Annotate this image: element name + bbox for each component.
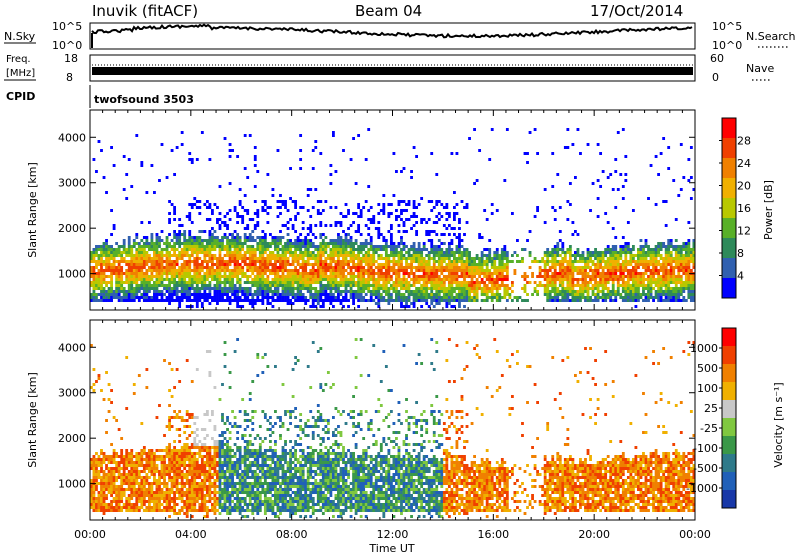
beam-title: Beam 04 xyxy=(355,2,422,20)
power-panel: 1000 2000 3000 4000 Slant Range [km] 4 8 12 16… xyxy=(26,109,775,311)
xtick-label: 12:00 xyxy=(377,528,409,541)
nsky-tick-bottom: 10^0 xyxy=(52,39,82,52)
cpid-panel: CPID twofsound 3503 xyxy=(6,85,194,108)
colorbar-swatch xyxy=(722,436,736,455)
colorbar-tick: 1000 xyxy=(690,342,718,355)
ytick-label: 2000 xyxy=(58,222,86,235)
ytick-label: 1000 xyxy=(58,478,86,491)
nave-band xyxy=(92,67,693,75)
colorbar-swatch xyxy=(722,346,736,365)
velocity-panel: 1000 2000 3000 4000 Slant Range [km] 1000 50… xyxy=(26,319,785,521)
xtick-label: 00:00 xyxy=(679,528,711,541)
colorbar-tick: 20 xyxy=(737,180,751,193)
colorbar-tick: -25 xyxy=(700,422,718,435)
time-axis: 00:00 04:00 08:00 12:00 16:00 20:00 00:00 xyxy=(74,528,711,541)
colorbar-swatch xyxy=(722,158,736,179)
power-colorbar: 4 8 12 16 20 24 28 xyxy=(719,117,751,299)
colorbar-tick: 12 xyxy=(737,225,751,238)
colorbar-swatch xyxy=(722,198,736,219)
colorbar-tick: 28 xyxy=(737,135,751,148)
nave-tick-top: 60 xyxy=(710,52,724,65)
freq-tick-top: 18 xyxy=(64,52,78,65)
ytick-label: 4000 xyxy=(58,131,86,144)
nsky-trace xyxy=(91,23,693,39)
colorbar-swatch xyxy=(722,328,736,347)
power-colorbar-label: Power [dB] xyxy=(762,180,775,240)
velocity-ylabel: Slant Range [km] xyxy=(26,372,39,468)
colorbar-tick: 8 xyxy=(737,247,744,260)
velocity-axes: 1000 2000 3000 4000 xyxy=(58,320,696,520)
colorbar-swatch xyxy=(722,178,736,199)
xtick-label: 16:00 xyxy=(477,528,509,541)
date-title: 17/Oct/2014 xyxy=(590,2,683,20)
colorbar-tick: 100 xyxy=(697,382,718,395)
colorbar-tick: -1000 xyxy=(686,482,718,495)
freq-label: Freq. xyxy=(6,54,31,65)
freq-unit-label: [MHz] xyxy=(6,68,35,79)
xtick-label: 04:00 xyxy=(175,528,207,541)
xtick-label: 20:00 xyxy=(578,528,610,541)
velocity-colorbar-label: Velocity [m s⁻¹] xyxy=(772,382,785,467)
nave-tick-bottom: 0 xyxy=(712,71,719,84)
colorbar-swatch xyxy=(722,258,736,279)
colorbar-tick: 500 xyxy=(697,362,718,375)
nsearch-tick-bottom: 10^0 xyxy=(712,39,742,52)
nsky-tick-top: 10^5 xyxy=(52,20,82,33)
colorbar-swatch xyxy=(722,490,736,509)
nave-label: Nave xyxy=(746,62,774,75)
cpid-label: CPID xyxy=(6,90,35,103)
ytick-label: 3000 xyxy=(58,387,86,400)
ytick-label: 4000 xyxy=(58,341,86,354)
colorbar-tick: 24 xyxy=(737,157,751,170)
freq-tick-bottom: 8 xyxy=(66,71,73,84)
colorbar-tick: 25 xyxy=(704,402,718,415)
colorbar-tick: -500 xyxy=(693,462,718,475)
colorbar-tick: 4 xyxy=(737,270,744,283)
colorbar-swatch xyxy=(722,278,736,299)
colorbar-swatch xyxy=(722,454,736,473)
colorbar-swatch xyxy=(722,138,736,159)
colorbar-swatch xyxy=(722,118,736,139)
colorbar-swatch xyxy=(722,382,736,401)
ytick-label: 3000 xyxy=(58,177,86,190)
nsky-panel: N.Sky 10^5 10^0 10^5 10^0 N.Search xyxy=(4,20,796,52)
station-title: Inuvik (fitACF) xyxy=(92,2,198,20)
nsearch-tick-top: 10^5 xyxy=(712,20,742,33)
colorbar-swatch xyxy=(722,218,736,239)
colorbar-tick: 16 xyxy=(737,202,751,215)
colorbar-swatch xyxy=(722,418,736,437)
velocity-data xyxy=(90,338,696,518)
colorbar-tick: -100 xyxy=(693,442,718,455)
colorbar-swatch xyxy=(722,364,736,383)
xtick-label: 08:00 xyxy=(276,528,308,541)
freq-panel: Freq. [MHz] 18 8 60 0 Nave xyxy=(4,52,774,84)
nsearch-label: N.Search xyxy=(746,30,796,43)
cpid-value: twofsound 3503 xyxy=(94,93,194,106)
xtick-label: 00:00 xyxy=(74,528,106,541)
nsky-label: N.Sky xyxy=(4,30,36,43)
velocity-colorbar: 1000 500 100 25 -25 -100 -500 -1000 xyxy=(686,327,737,509)
ytick-label: 1000 xyxy=(58,268,86,281)
colorbar-swatch xyxy=(722,238,736,259)
power-data xyxy=(90,128,696,308)
colorbar-swatch xyxy=(722,400,736,419)
ytick-label: 2000 xyxy=(58,432,86,445)
colorbar-swatch xyxy=(722,472,736,491)
power-axes: 1000 2000 3000 4000 xyxy=(58,110,696,310)
time-axis-label: Time UT xyxy=(368,542,414,554)
power-ylabel: Slant Range [km] xyxy=(26,162,39,258)
